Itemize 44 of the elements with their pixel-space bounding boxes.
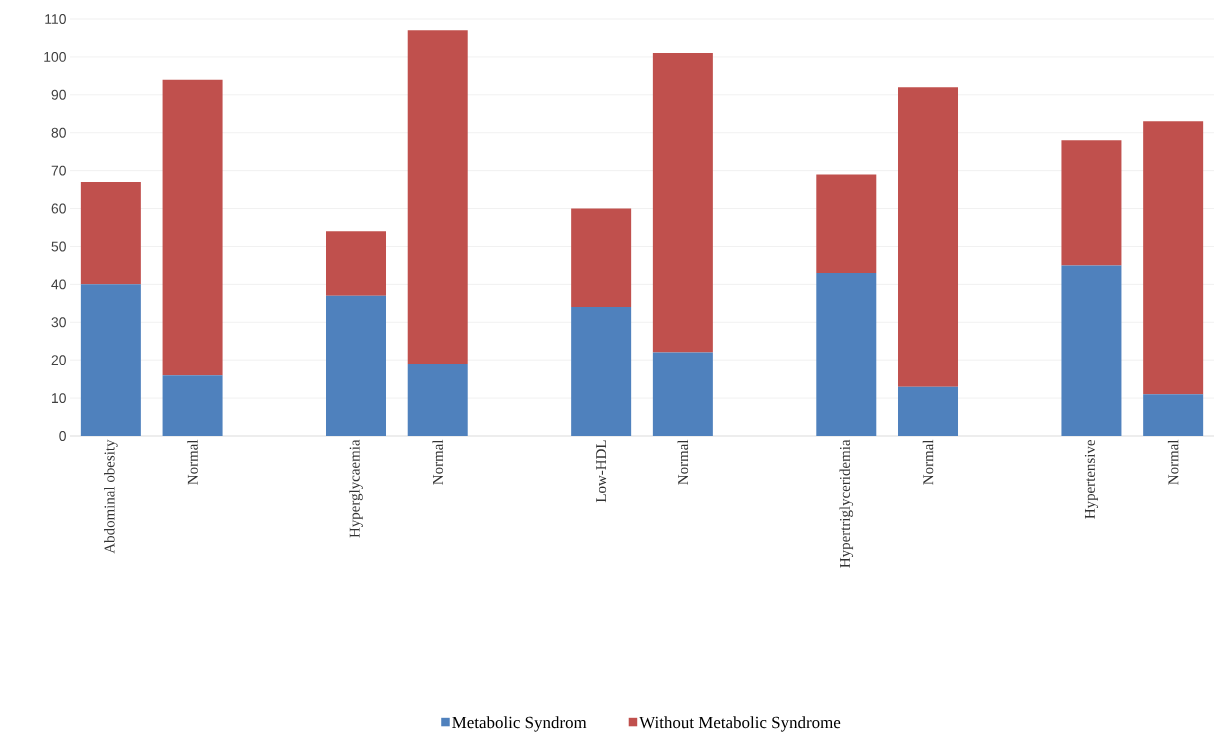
- x-tick-label: Normal: [1167, 439, 1179, 485]
- bar: [1061, 140, 1122, 266]
- bar: [162, 79, 223, 376]
- x-tick-label: Low-HDL: [596, 440, 607, 503]
- x-tick-label: Hypertensive: [1084, 440, 1098, 519]
- y-tick-label: 30: [51, 317, 66, 328]
- x-tick-label: Hypertriglyceridemia: [839, 439, 854, 568]
- bar: [898, 87, 959, 387]
- bar: [1143, 121, 1204, 395]
- y-tick-label: 10: [52, 393, 66, 404]
- bar: [80, 182, 141, 285]
- bar: [571, 307, 632, 436]
- x-tick-label: Normal: [187, 439, 198, 485]
- y-tick-label: 100: [44, 51, 66, 62]
- y-tick-label: 60: [51, 203, 66, 214]
- bar: [571, 208, 632, 308]
- bar: [898, 386, 959, 436]
- bar: [80, 284, 141, 436]
- bar: [407, 363, 468, 436]
- y-tick-label: 90: [51, 89, 66, 100]
- x-tick-label: Normal: [677, 439, 689, 485]
- bar: [162, 375, 223, 436]
- legend-label: Without Metabolic Syndrome: [639, 716, 841, 732]
- y-tick-label: 0: [59, 431, 66, 441]
- y-tick-label: 80: [51, 127, 66, 138]
- bar: [652, 53, 713, 353]
- x-tick-label: Normal: [432, 439, 443, 485]
- bar: [816, 272, 877, 436]
- y-tick-label: 110: [45, 14, 66, 24]
- bar: [816, 174, 877, 273]
- bar: [326, 295, 386, 436]
- legend-label: Metabolic Syndrom: [452, 716, 587, 732]
- y-tick-label: 40: [51, 279, 66, 290]
- x-tick-label: Normal: [922, 439, 934, 485]
- bar: [1143, 394, 1204, 436]
- y-tick-label: 70: [51, 165, 66, 176]
- y-tick-label: 50: [51, 241, 66, 252]
- bar: [407, 30, 468, 364]
- y-tick-label: 20: [51, 355, 66, 366]
- x-tick-label: Abdominal obesity: [104, 439, 118, 554]
- bar: [1061, 265, 1122, 436]
- bar: [652, 352, 713, 436]
- x-tick-label: Hyperglycaemia: [349, 439, 363, 538]
- bar: [326, 231, 386, 296]
